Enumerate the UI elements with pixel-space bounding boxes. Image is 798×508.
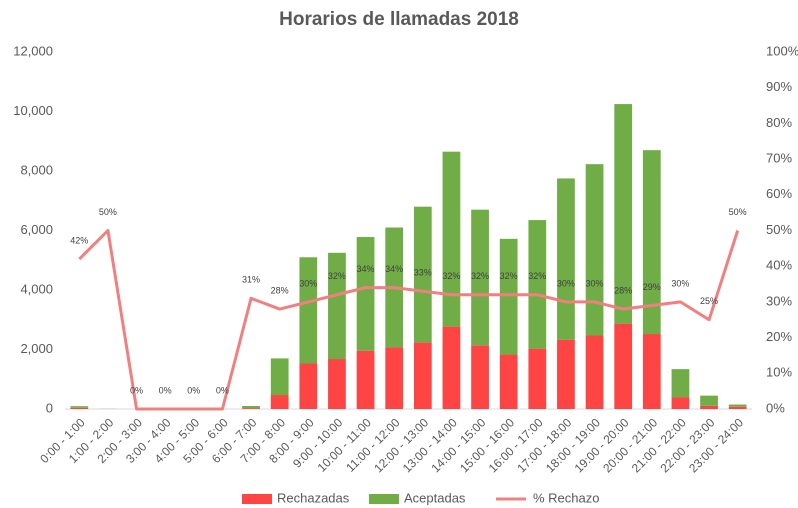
bar-segment bbox=[728, 406, 747, 409]
bar-segment bbox=[385, 347, 404, 409]
y2-tick-label: 0% bbox=[766, 400, 785, 415]
data-label: 0% bbox=[216, 385, 229, 395]
bar-segment bbox=[242, 406, 260, 409]
bar-segment bbox=[700, 405, 718, 409]
bar-segment bbox=[614, 323, 633, 409]
legend-label: Aceptadas bbox=[404, 490, 466, 505]
bar-segment bbox=[70, 407, 89, 409]
legend-swatch bbox=[369, 494, 399, 504]
data-label: 34% bbox=[357, 264, 375, 274]
bar-segment bbox=[700, 395, 718, 406]
y-tick-label: 0 bbox=[46, 400, 53, 415]
data-label: 29% bbox=[643, 282, 661, 292]
data-label: 32% bbox=[500, 271, 518, 281]
line bbox=[78, 229, 740, 411]
data-label: 32% bbox=[328, 271, 346, 281]
data-label: 34% bbox=[385, 264, 403, 274]
data-label: 50% bbox=[729, 207, 747, 217]
bar-segment bbox=[413, 342, 432, 409]
y2-tick-label: 90% bbox=[766, 79, 792, 94]
legend-swatch bbox=[242, 494, 272, 504]
bar-segment bbox=[728, 404, 747, 407]
bar-segment bbox=[270, 395, 289, 409]
data-label: 50% bbox=[99, 207, 117, 217]
data-label: 33% bbox=[414, 268, 432, 278]
data-label: 0% bbox=[159, 385, 172, 395]
bar-segment bbox=[70, 406, 89, 408]
data-label: 30% bbox=[299, 278, 317, 288]
bar-segment bbox=[671, 369, 690, 398]
bar-segment bbox=[642, 150, 661, 335]
bar-segment bbox=[585, 164, 604, 336]
y2-tick-label: 50% bbox=[766, 222, 792, 237]
bar-segment bbox=[671, 397, 690, 409]
data-label: 31% bbox=[242, 275, 260, 285]
y2-tick-label: 10% bbox=[766, 365, 792, 380]
y-tick-label: 6,000 bbox=[20, 222, 53, 237]
y2-tick-label: 40% bbox=[766, 258, 792, 273]
y2-tick-label: 80% bbox=[766, 115, 792, 130]
data-label: 0% bbox=[130, 385, 143, 395]
data-label: 32% bbox=[471, 271, 489, 281]
y2-tick-label: 100% bbox=[766, 43, 798, 58]
data-label: 30% bbox=[586, 278, 604, 288]
data-label: 0% bbox=[187, 385, 200, 395]
legend-label: Rechazadas bbox=[277, 490, 350, 505]
bar-segment bbox=[299, 257, 318, 364]
bar-segment bbox=[356, 237, 375, 351]
bar-segment bbox=[528, 220, 547, 349]
y-tick-label: 4,000 bbox=[20, 281, 53, 296]
data-label: 42% bbox=[70, 235, 88, 245]
y2-tick-label: 20% bbox=[766, 329, 792, 344]
bar-segment bbox=[614, 104, 633, 324]
bar-segment bbox=[442, 151, 461, 327]
y-tick-label: 8,000 bbox=[20, 162, 53, 177]
bar-segment bbox=[557, 178, 575, 340]
bar-segment bbox=[557, 339, 575, 409]
bar-segment bbox=[585, 335, 604, 409]
bar-segment bbox=[242, 408, 260, 409]
data-label: 25% bbox=[700, 296, 718, 306]
bar-segment bbox=[356, 350, 375, 409]
bar-segment bbox=[270, 358, 289, 396]
bar-segment bbox=[642, 334, 661, 409]
data-label: 28% bbox=[271, 285, 289, 295]
data-label: 28% bbox=[614, 285, 632, 295]
bar-segment bbox=[471, 209, 489, 346]
legend-label: % Rechazo bbox=[533, 490, 599, 505]
bar-segment bbox=[328, 252, 346, 360]
bar-segment bbox=[499, 238, 518, 355]
bar-segment bbox=[499, 354, 518, 409]
y-tick-label: 12,000 bbox=[13, 43, 53, 58]
bar-segment bbox=[442, 326, 461, 409]
bar-segment bbox=[328, 359, 346, 409]
y-tick-label: 2,000 bbox=[20, 341, 53, 356]
data-label: 30% bbox=[671, 278, 689, 288]
bar-segment bbox=[528, 348, 547, 409]
y2-tick-label: 70% bbox=[766, 151, 792, 166]
data-label: 30% bbox=[557, 278, 575, 288]
bar-segment bbox=[413, 206, 432, 343]
y2-tick-label: 30% bbox=[766, 293, 792, 308]
bar-segment bbox=[299, 363, 318, 409]
bar-segment bbox=[471, 345, 489, 409]
y-tick-label: 10,000 bbox=[13, 103, 53, 118]
data-label: 32% bbox=[528, 271, 546, 281]
chart-title: Horarios de llamadas 2018 bbox=[279, 9, 519, 30]
data-label: 32% bbox=[442, 271, 460, 281]
y2-tick-label: 60% bbox=[766, 186, 792, 201]
